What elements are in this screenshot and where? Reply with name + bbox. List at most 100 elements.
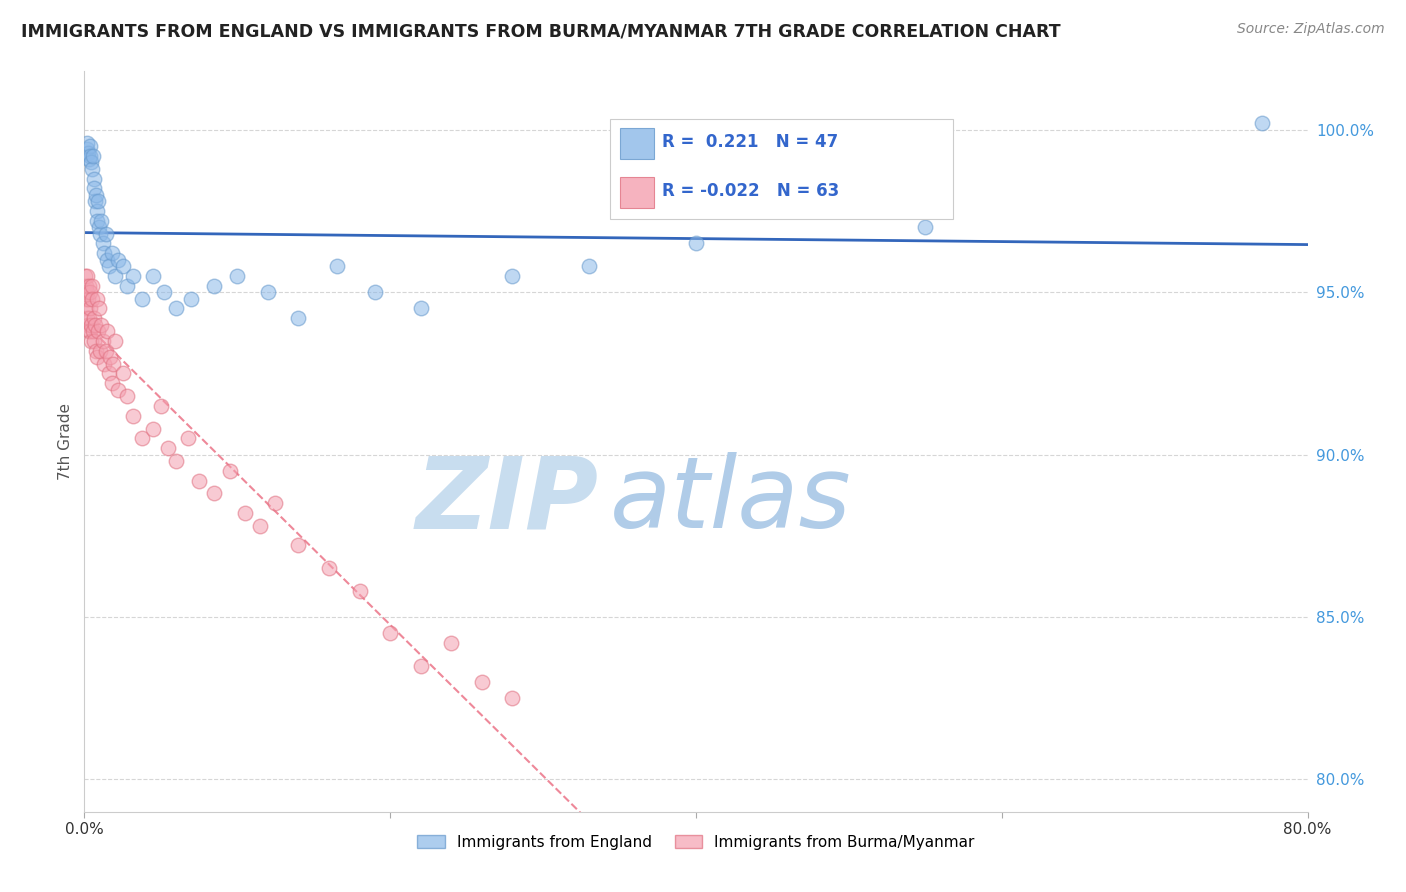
Point xyxy=(111,367,134,381)
Point xyxy=(91,236,114,251)
Point xyxy=(76,142,98,156)
Point xyxy=(165,454,187,468)
Point xyxy=(77,152,100,166)
Point xyxy=(75,301,97,316)
Point xyxy=(86,350,108,364)
Point xyxy=(97,367,120,381)
Point xyxy=(77,324,100,338)
Point xyxy=(471,674,494,689)
Point xyxy=(122,409,145,423)
Point xyxy=(502,691,524,706)
Point xyxy=(142,268,165,283)
Point xyxy=(103,357,125,371)
Point xyxy=(84,343,107,358)
Point xyxy=(82,149,104,163)
Point xyxy=(107,252,129,267)
Point xyxy=(76,311,98,326)
Point xyxy=(188,474,211,488)
Point xyxy=(101,376,124,390)
Point xyxy=(76,136,98,150)
Point xyxy=(76,268,98,283)
Text: atlas: atlas xyxy=(610,452,852,549)
Point xyxy=(79,324,101,338)
Point xyxy=(364,285,387,300)
Point xyxy=(218,464,240,478)
Point xyxy=(233,506,256,520)
Point xyxy=(87,301,110,316)
Point xyxy=(226,268,249,283)
FancyBboxPatch shape xyxy=(610,120,953,219)
Point xyxy=(153,285,176,300)
FancyBboxPatch shape xyxy=(620,178,654,209)
Text: IMMIGRANTS FROM ENGLAND VS IMMIGRANTS FROM BURMA/MYANMAR 7TH GRADE CORRELATION C: IMMIGRANTS FROM ENGLAND VS IMMIGRANTS FR… xyxy=(21,22,1060,40)
Point xyxy=(80,161,103,176)
Point xyxy=(80,278,103,293)
Point xyxy=(93,246,115,260)
Point xyxy=(98,350,121,364)
Point xyxy=(101,246,124,260)
Point xyxy=(914,220,936,235)
Point xyxy=(104,268,127,283)
Point xyxy=(149,399,172,413)
Point xyxy=(82,324,104,338)
Point xyxy=(96,252,118,267)
Point xyxy=(578,259,600,273)
Point xyxy=(202,278,225,293)
Point xyxy=(409,301,432,316)
Point xyxy=(165,301,187,316)
Point xyxy=(86,292,108,306)
Point xyxy=(97,259,120,273)
Point xyxy=(96,324,118,338)
Point xyxy=(318,561,340,575)
Point xyxy=(79,149,101,163)
Point xyxy=(409,658,432,673)
Point xyxy=(287,311,309,326)
Point xyxy=(380,626,402,640)
Point xyxy=(77,145,100,160)
Point xyxy=(79,139,101,153)
Point xyxy=(76,318,98,332)
Point xyxy=(104,334,127,348)
Point xyxy=(80,334,103,348)
Point xyxy=(75,268,97,283)
Point xyxy=(89,343,111,358)
Point xyxy=(93,357,115,371)
Point xyxy=(202,486,225,500)
Point xyxy=(91,334,114,348)
Legend: Immigrants from England, Immigrants from Burma/Myanmar: Immigrants from England, Immigrants from… xyxy=(411,829,981,856)
Text: Source: ZipAtlas.com: Source: ZipAtlas.com xyxy=(1237,22,1385,37)
Text: R = -0.022   N = 63: R = -0.022 N = 63 xyxy=(662,182,839,201)
Y-axis label: 7th Grade: 7th Grade xyxy=(58,403,73,480)
Point xyxy=(83,171,105,186)
Point xyxy=(86,213,108,227)
Point xyxy=(80,155,103,169)
Point xyxy=(122,268,145,283)
Point xyxy=(87,220,110,235)
Point xyxy=(180,292,202,306)
Text: R =  0.221   N = 47: R = 0.221 N = 47 xyxy=(662,133,838,151)
Point xyxy=(90,318,112,332)
Point xyxy=(77,292,100,306)
Point xyxy=(131,292,153,306)
Point xyxy=(157,441,180,455)
FancyBboxPatch shape xyxy=(620,128,654,159)
Point xyxy=(107,383,129,397)
Point xyxy=(440,636,463,650)
Point xyxy=(115,389,138,403)
Point xyxy=(142,421,165,435)
Point xyxy=(77,278,100,293)
Point xyxy=(83,311,105,326)
Point xyxy=(257,285,280,300)
Point xyxy=(111,259,134,273)
Point xyxy=(115,278,138,293)
Point xyxy=(79,285,101,300)
Point xyxy=(502,268,524,283)
Point xyxy=(1250,116,1272,130)
Point xyxy=(325,259,347,273)
Point xyxy=(87,324,110,338)
Point xyxy=(90,213,112,227)
Point xyxy=(84,187,107,202)
Point xyxy=(84,318,107,332)
Point xyxy=(177,431,200,445)
Point xyxy=(264,496,287,510)
